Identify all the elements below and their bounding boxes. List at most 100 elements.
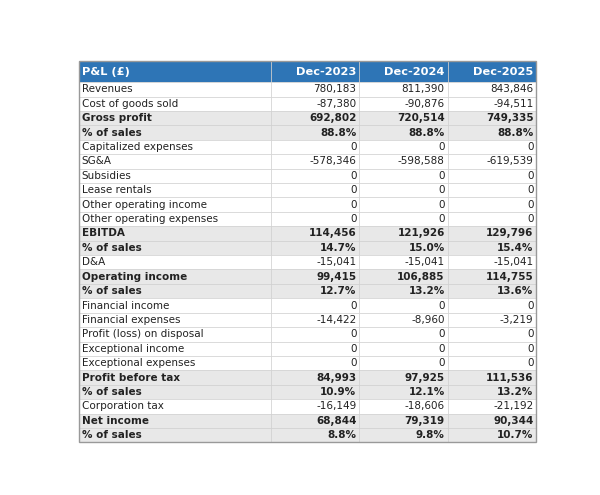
Bar [448, 414, 536, 428]
Text: 0: 0 [438, 185, 445, 195]
Bar [448, 111, 536, 125]
Text: 749,335: 749,335 [486, 113, 533, 123]
Bar [359, 399, 448, 414]
Text: Other operating income: Other operating income [82, 199, 206, 209]
Bar [359, 385, 448, 399]
Bar [271, 111, 359, 125]
Bar [359, 125, 448, 140]
Text: 88.8%: 88.8% [409, 128, 445, 138]
Text: 99,415: 99,415 [316, 272, 356, 282]
Bar [448, 169, 536, 183]
Bar [79, 169, 271, 183]
Bar [359, 298, 448, 313]
Text: 114,755: 114,755 [486, 272, 533, 282]
Text: 13.2%: 13.2% [409, 286, 445, 296]
Bar [79, 298, 271, 313]
Bar [271, 154, 359, 169]
Bar [79, 414, 271, 428]
Text: 0: 0 [350, 300, 356, 310]
Bar [359, 212, 448, 226]
Text: 121,926: 121,926 [397, 229, 445, 239]
Text: 0: 0 [527, 185, 533, 195]
Text: 0: 0 [438, 171, 445, 181]
Bar [271, 198, 359, 212]
Text: Profit before tax: Profit before tax [82, 373, 179, 383]
Bar [359, 61, 448, 82]
Text: 106,885: 106,885 [397, 272, 445, 282]
Bar [79, 111, 271, 125]
Text: 0: 0 [438, 358, 445, 368]
Text: -94,511: -94,511 [493, 99, 533, 109]
Text: SG&A: SG&A [82, 156, 112, 166]
Text: 0: 0 [350, 344, 356, 354]
Text: 9.8%: 9.8% [416, 430, 445, 440]
Bar [79, 154, 271, 169]
Text: 111,536: 111,536 [486, 373, 533, 383]
Bar [79, 198, 271, 212]
Bar [359, 342, 448, 356]
Bar [448, 183, 536, 198]
Bar [271, 183, 359, 198]
Text: 79,319: 79,319 [404, 416, 445, 426]
Bar [271, 313, 359, 327]
Text: 0: 0 [350, 185, 356, 195]
Bar [79, 241, 271, 255]
Text: 720,514: 720,514 [397, 113, 445, 123]
Bar [79, 97, 271, 111]
Text: 0: 0 [350, 142, 356, 152]
Bar [271, 125, 359, 140]
Bar [79, 370, 271, 385]
Text: 0: 0 [350, 214, 356, 224]
Bar [359, 140, 448, 154]
Bar [359, 169, 448, 183]
Text: 0: 0 [350, 329, 356, 340]
Text: 68,844: 68,844 [316, 416, 356, 426]
Bar [79, 399, 271, 414]
Text: -15,041: -15,041 [404, 257, 445, 267]
Text: Dec-2025: Dec-2025 [473, 67, 533, 77]
Bar [448, 269, 536, 284]
Text: 0: 0 [527, 214, 533, 224]
Text: % of sales: % of sales [82, 243, 141, 253]
Text: 0: 0 [438, 214, 445, 224]
Text: 0: 0 [350, 171, 356, 181]
Text: Net income: Net income [82, 416, 149, 426]
Text: 0: 0 [438, 142, 445, 152]
Text: 88.8%: 88.8% [497, 128, 533, 138]
Bar [271, 169, 359, 183]
Bar [271, 212, 359, 226]
Bar [359, 111, 448, 125]
Text: 0: 0 [438, 329, 445, 340]
Text: 0: 0 [350, 199, 356, 209]
Bar [448, 198, 536, 212]
Text: Revenues: Revenues [82, 84, 132, 95]
Bar [271, 255, 359, 269]
Bar [271, 327, 359, 342]
Bar [448, 61, 536, 82]
Text: 13.2%: 13.2% [497, 387, 533, 397]
Bar [448, 125, 536, 140]
Bar [359, 313, 448, 327]
Text: -3,219: -3,219 [500, 315, 533, 325]
Bar [359, 327, 448, 342]
Text: 84,993: 84,993 [316, 373, 356, 383]
Bar [359, 198, 448, 212]
Text: -598,588: -598,588 [398, 156, 445, 166]
Bar [359, 269, 448, 284]
Text: 0: 0 [527, 199, 533, 209]
Text: 0: 0 [527, 358, 533, 368]
Bar [79, 255, 271, 269]
Bar [79, 226, 271, 241]
Text: 0: 0 [527, 171, 533, 181]
Bar [359, 284, 448, 298]
Bar [271, 399, 359, 414]
Text: 692,802: 692,802 [309, 113, 356, 123]
Text: Corporation tax: Corporation tax [82, 401, 163, 411]
Text: Lease rentals: Lease rentals [82, 185, 151, 195]
Text: Exceptional expenses: Exceptional expenses [82, 358, 195, 368]
Bar [79, 82, 271, 97]
Text: 88.8%: 88.8% [320, 128, 356, 138]
Bar [448, 255, 536, 269]
Text: -578,346: -578,346 [310, 156, 356, 166]
Text: % of sales: % of sales [82, 286, 141, 296]
